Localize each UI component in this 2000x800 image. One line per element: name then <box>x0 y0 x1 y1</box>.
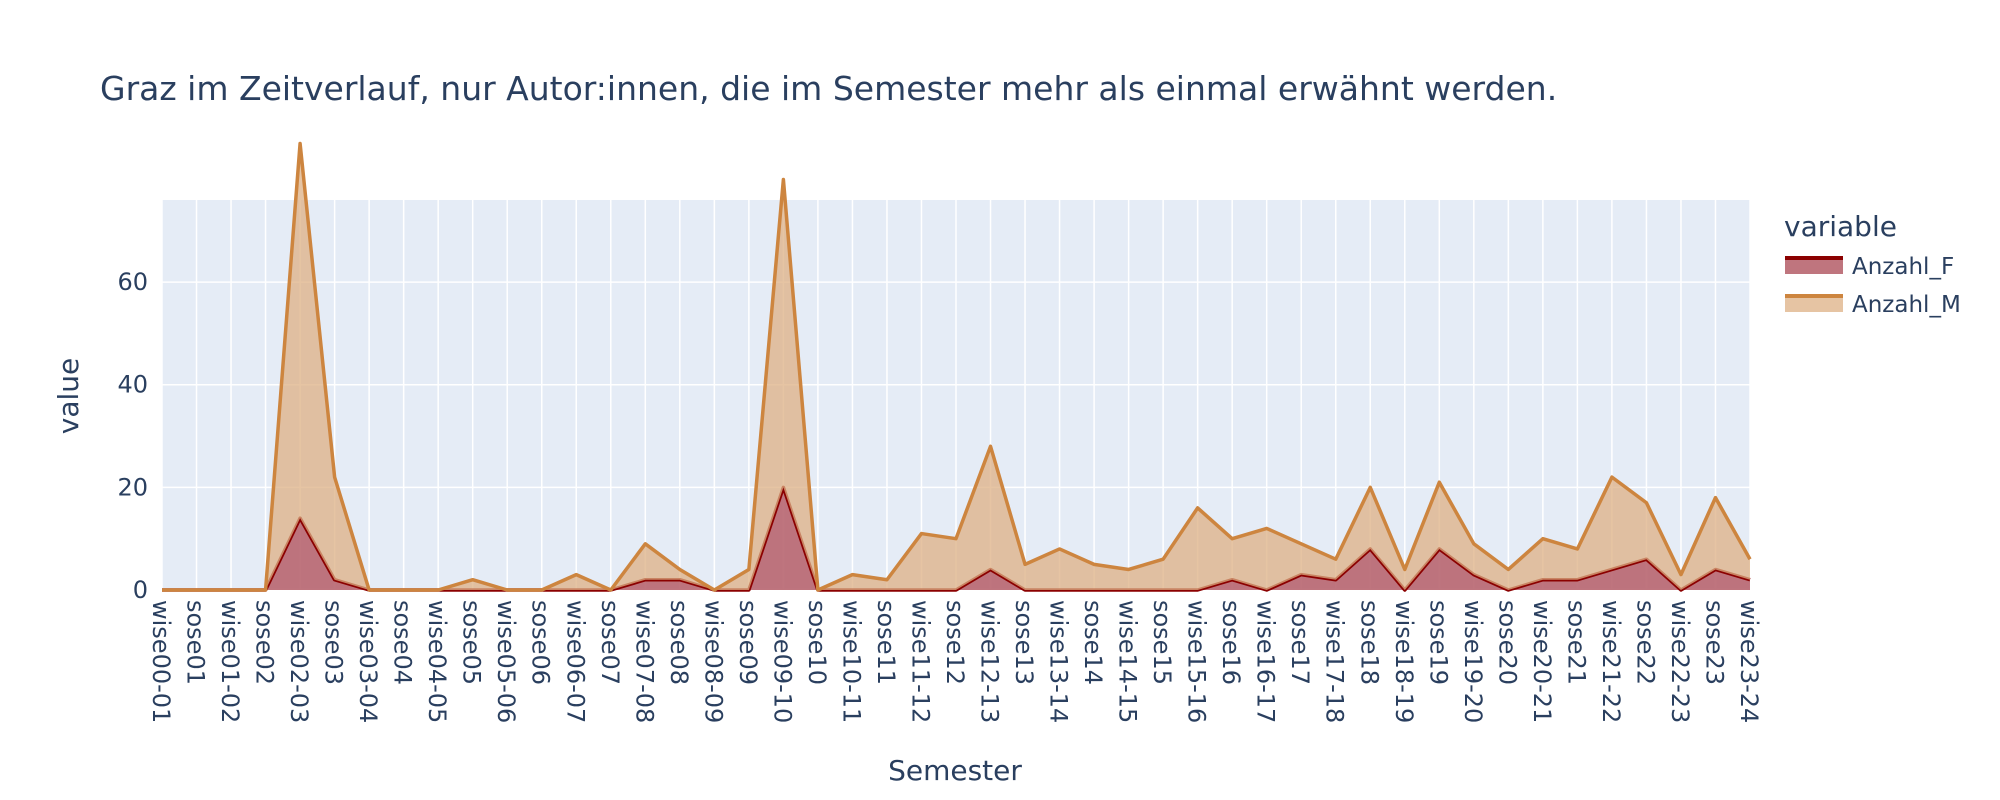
x-tick-label: wise01-02 <box>216 600 244 723</box>
x-tick-label: sose12 <box>941 600 969 685</box>
x-tick-label: sose06 <box>527 600 555 685</box>
x-tick-label: sose14 <box>1079 600 1107 685</box>
legend-label: Anzahl_M <box>1852 292 1961 318</box>
legend: variable Anzahl_F Anzahl_M <box>1784 210 1961 318</box>
x-tick-label: wise02-03 <box>285 600 313 723</box>
x-tick-label: sose18 <box>1355 600 1383 685</box>
x-tick-label: wise19-20 <box>1459 600 1487 723</box>
x-tick-label: sose02 <box>251 600 279 685</box>
y-tick-label: 60 <box>117 268 148 296</box>
series-areas <box>162 141 1752 592</box>
legend-label: Anzahl_F <box>1852 254 1954 280</box>
x-tick-label: wise14-15 <box>1114 600 1142 723</box>
x-tick-label: wise00-01 <box>147 600 175 723</box>
legend-title: variable <box>1784 210 1897 243</box>
x-tick-label: sose11 <box>872 600 900 685</box>
x-tick-label: wise11-12 <box>906 600 934 723</box>
y-axis-ticks: 0 20 40 60 <box>117 268 148 604</box>
x-tick-label: sose04 <box>389 600 417 685</box>
y-tick-label: 0 <box>133 576 148 604</box>
x-tick-label: wise10-11 <box>837 600 865 723</box>
x-tick-label: wise22-23 <box>1666 600 1694 723</box>
x-tick-label: sose23 <box>1700 600 1728 685</box>
x-axis-ticks: wise00-01 sose01 wise01-02 sose02 wise02-03 s… <box>147 600 1763 723</box>
x-tick-label: wise07-08 <box>630 600 658 723</box>
x-tick-label: sose19 <box>1424 600 1452 685</box>
y-tick-label: 20 <box>117 473 148 501</box>
x-tick-label: wise17-18 <box>1321 600 1349 723</box>
y-axis-title: value <box>52 358 85 434</box>
x-tick-label: wise18-19 <box>1390 600 1418 723</box>
chart-title: Graz im Zeitverlauf, nur Autor:innen, di… <box>100 69 1557 108</box>
series-line-Anzahl_M <box>162 141 1752 592</box>
y-tick-label: 40 <box>117 371 148 399</box>
x-tick-label: wise21-22 <box>1597 600 1625 723</box>
legend-swatch <box>1785 296 1843 312</box>
x-tick-label: sose17 <box>1286 600 1314 685</box>
x-tick-label: wise12-13 <box>976 600 1004 723</box>
x-tick-label: wise23-24 <box>1735 600 1763 723</box>
x-axis-title: Semester <box>888 754 1022 787</box>
x-tick-label: sose03 <box>320 600 348 685</box>
x-tick-label: wise04-05 <box>423 600 451 723</box>
x-tick-label: wise05-06 <box>492 600 520 723</box>
x-tick-label: sose20 <box>1493 600 1521 685</box>
x-tick-label: wise09-10 <box>768 600 796 723</box>
series-area-Anzahl_M <box>162 143 1750 591</box>
x-tick-label: wise20-21 <box>1528 600 1556 723</box>
x-tick-label: wise15-16 <box>1183 600 1211 723</box>
x-tick-label: wise16-17 <box>1252 600 1280 723</box>
x-tick-label: sose07 <box>596 600 624 685</box>
x-tick-label: sose15 <box>1148 600 1176 685</box>
x-tick-label: sose10 <box>803 600 831 685</box>
x-tick-label: sose16 <box>1217 600 1245 685</box>
x-tick-label: wise08-09 <box>699 600 727 723</box>
x-tick-label: sose22 <box>1631 600 1659 685</box>
x-tick-label: wise06-07 <box>561 600 589 723</box>
x-tick-label: sose08 <box>665 600 693 685</box>
x-tick-label: sose05 <box>458 600 486 685</box>
x-tick-label: sose21 <box>1562 600 1590 685</box>
legend-item-Anzahl_M[interactable]: Anzahl_M <box>1785 292 1961 318</box>
legend-swatch <box>1785 258 1843 274</box>
legend-item-Anzahl_F[interactable]: Anzahl_F <box>1785 254 1954 280</box>
x-tick-label: wise03-04 <box>354 600 382 723</box>
x-tick-label: sose01 <box>182 600 210 685</box>
x-tick-label: wise13-14 <box>1045 600 1073 723</box>
x-tick-label: sose09 <box>734 600 762 685</box>
x-tick-label: sose13 <box>1010 600 1038 685</box>
